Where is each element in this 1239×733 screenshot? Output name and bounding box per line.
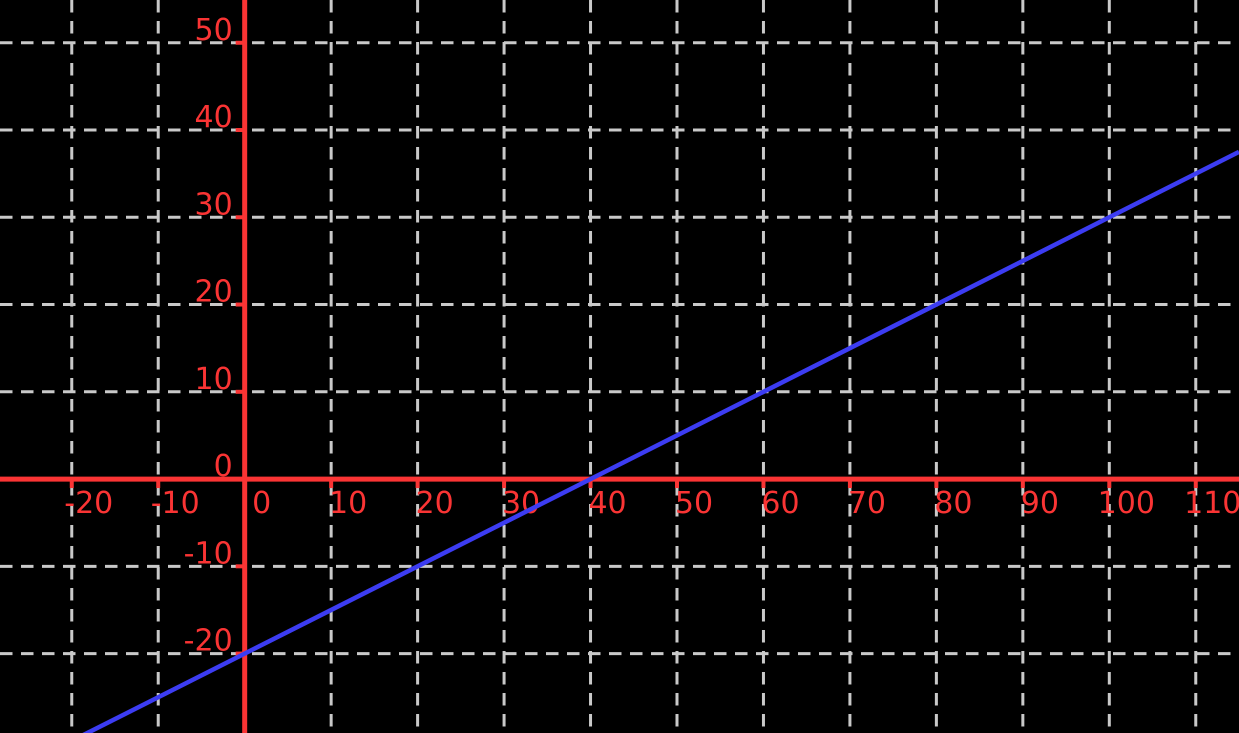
- y-tick-label: 40: [194, 100, 232, 135]
- x-tick-label: 60: [761, 486, 799, 521]
- y-tick-label: 20: [194, 275, 232, 310]
- x-tick-label: 0: [252, 486, 271, 521]
- y-tick-label: 0: [214, 449, 233, 484]
- x-tick-label: 20: [416, 486, 454, 521]
- x-tick-label: 110: [1184, 486, 1239, 521]
- x-tick-label: 70: [848, 486, 886, 521]
- x-tick-label: 80: [934, 486, 972, 521]
- y-tick-label: 10: [194, 362, 232, 397]
- x-tick-label: 50: [675, 486, 713, 521]
- y-tick-label: -10: [184, 536, 233, 571]
- x-tick-label: 100: [1098, 486, 1155, 521]
- tick-marks: [69, 40, 1198, 656]
- x-tick-label: -10: [151, 486, 200, 521]
- x-tick-label: -20: [64, 486, 113, 521]
- y-tick-label: -20: [184, 624, 233, 659]
- x-tick-label: 90: [1021, 486, 1059, 521]
- function-line: [82, 149, 1239, 733]
- x-tick-label: 40: [588, 486, 626, 521]
- tick-labels: -20 -10 0 10 20 30 40 50 60 70 80 90 100 110 -20 -10 0 10…: [64, 13, 1239, 659]
- x-tick-label: 10: [329, 486, 367, 521]
- y-tick-label: 30: [194, 187, 232, 222]
- y-tick-label: 50: [194, 13, 232, 48]
